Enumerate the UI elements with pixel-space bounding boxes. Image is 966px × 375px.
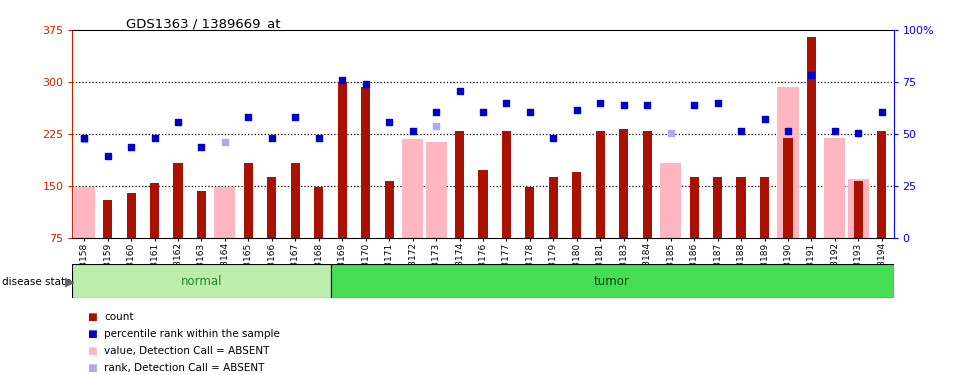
Bar [824,138,845,238]
Point [756,116,772,122]
Point [124,144,139,150]
Point [405,128,420,134]
Bar [478,170,488,238]
Bar [291,163,299,238]
Bar [642,130,652,238]
Text: percentile rank within the sample: percentile rank within the sample [104,329,280,339]
Bar [103,200,112,238]
Point [311,135,327,141]
Bar [596,130,605,238]
Bar [268,177,276,238]
Point [475,109,491,115]
Bar [338,82,347,238]
Point [592,100,608,106]
Bar [760,177,769,238]
Bar [150,183,159,238]
Point [217,140,233,146]
Bar [854,181,863,238]
Bar [502,130,511,238]
Point [382,118,397,124]
Bar [361,87,370,238]
Point [170,118,185,124]
Point [851,130,867,136]
Point [687,102,702,108]
Point [546,135,561,141]
Point [616,102,632,108]
Bar [736,177,746,238]
Bar [690,177,698,238]
Point [428,109,443,115]
Bar [877,130,887,238]
Point [358,81,374,87]
Text: ■: ■ [87,363,97,372]
Point [147,135,162,141]
Bar [848,179,869,238]
Bar [243,163,253,238]
Text: ■: ■ [87,346,97,355]
Point [264,135,279,141]
Bar [549,177,558,238]
Text: disease state: disease state [2,277,71,287]
Point [76,136,92,142]
Bar [778,87,799,238]
Point [99,153,115,159]
Point [241,114,256,120]
Bar [174,163,183,238]
Bar [713,177,723,238]
Bar [619,129,628,238]
Bar [197,191,206,238]
Point [827,128,842,134]
Point [334,77,350,83]
Bar [72,264,330,298]
Point [733,128,749,134]
Bar [426,142,446,238]
Bar [526,188,534,238]
Bar [214,188,236,238]
Bar [384,181,394,238]
Point [710,100,725,106]
Text: value, Detection Call = ABSENT: value, Detection Call = ABSENT [104,346,270,355]
Point [76,135,92,141]
Bar [314,188,324,238]
Point [569,107,584,113]
Bar [402,139,423,238]
Point [639,102,655,108]
Point [194,144,210,150]
Point [288,114,303,120]
Point [781,128,796,134]
Text: ■: ■ [87,329,97,339]
Bar [783,138,792,238]
Bar [127,193,135,238]
Bar [455,130,464,238]
Text: GDS1363 / 1389669_at: GDS1363 / 1389669_at [126,17,280,30]
Point [498,100,514,106]
Text: ▶: ▶ [65,276,74,288]
Text: normal: normal [181,275,222,288]
Point [663,130,678,136]
Point [523,109,538,115]
Text: ■: ■ [87,312,97,322]
Point [452,88,468,94]
Point [804,72,819,78]
Bar [73,188,95,238]
Point [428,123,443,129]
Bar [330,264,894,298]
Bar [807,37,816,238]
Bar [572,172,582,238]
Text: count: count [104,312,134,322]
Bar [660,163,681,238]
Point [874,109,890,115]
Text: rank, Detection Call = ABSENT: rank, Detection Call = ABSENT [104,363,265,372]
Text: tumor: tumor [594,275,630,288]
